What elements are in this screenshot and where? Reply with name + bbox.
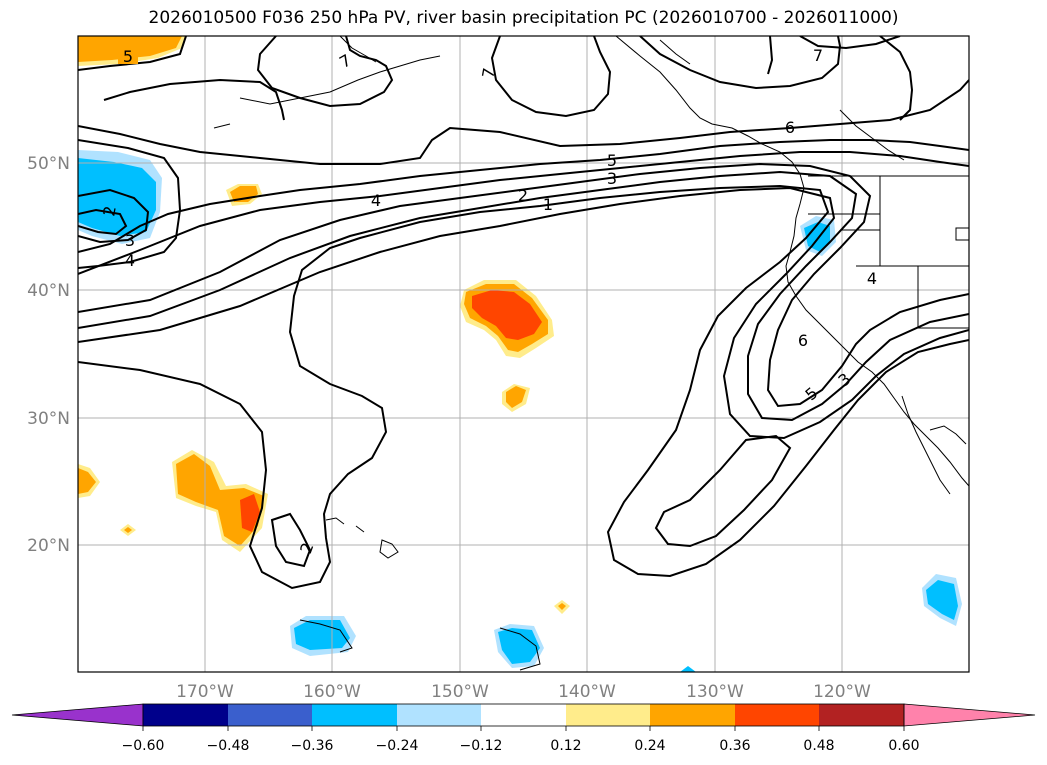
y-tick-label: 40°N [27,281,70,301]
colorbar-segment [143,704,228,726]
map-frame [77,35,970,673]
map-title: 2026010500 F036 250 hPa PV, river basin … [148,8,899,28]
colorbar-tick-label: 0.48 [803,738,834,754]
colorbar-tick-label: −0.12 [460,738,503,754]
y-tick-labels: 50°N 40°N 30°N 20°N [27,154,70,556]
colorbar-segment [481,704,566,726]
colorbar-tick-label: −0.24 [376,738,419,754]
contour-label: 3 [607,169,617,188]
colorbar: −0.60 −0.48 −0.36 −0.24 −0.12 0.12 0.24 … [11,703,1036,754]
coastlines [213,36,969,671]
contour-label: 2 [99,204,119,217]
x-tick-label: 150°W [431,682,489,702]
x-tick-label: 140°W [558,682,616,702]
pv-contours [78,36,969,590]
contour-label: 7 [813,46,823,65]
colorbar-tick-label: 0.60 [888,738,919,754]
colorbar-segment [397,704,481,726]
colorbar-extend-high [903,703,1036,727]
colorbar-segment [650,704,735,726]
colorbar-segment [735,704,819,726]
contour-label: 2 [518,186,528,205]
contour-label: 4 [867,269,877,288]
contour-label: 1 [543,195,553,214]
y-tick-label: 20°N [27,536,70,556]
colorbar-segment [228,704,312,726]
colorbar-segment [312,704,397,726]
precip-shading [78,36,962,672]
colorbar-segment [819,704,904,726]
contour-label: 6 [785,118,795,137]
colorbar-tick-label: 0.36 [719,738,750,754]
graticule [78,36,969,672]
colorbar-extend-low [11,703,144,727]
colorbar-tick-label: 0.12 [550,738,581,754]
colorbar-segment [566,704,650,726]
y-tick-label: 30°N [27,409,70,429]
contour-label: 3 [125,231,135,250]
colorbar-tick-label: 0.24 [634,738,665,754]
y-tick-label: 50°N [27,154,70,174]
x-tick-label: 170°W [176,682,234,702]
x-tick-labels: 170°W 160°W 150°W 140°W 130°W 120°W [176,682,871,702]
colorbar-tick-label: −0.36 [291,738,334,754]
contour-label: 4 [125,251,135,270]
colorbar-tick-label: −0.48 [207,738,250,754]
contour-label: 6 [798,331,808,350]
x-tick-label: 130°W [686,682,744,702]
x-tick-label: 160°W [303,682,361,702]
colorbar-tick-label: −0.60 [122,738,165,754]
contour-label: 5 [607,151,617,170]
contour-label: 5 [123,47,133,66]
x-tick-label: 120°W [813,682,871,702]
contour-label: 4 [371,191,381,210]
contour-label: 7 [478,66,498,79]
